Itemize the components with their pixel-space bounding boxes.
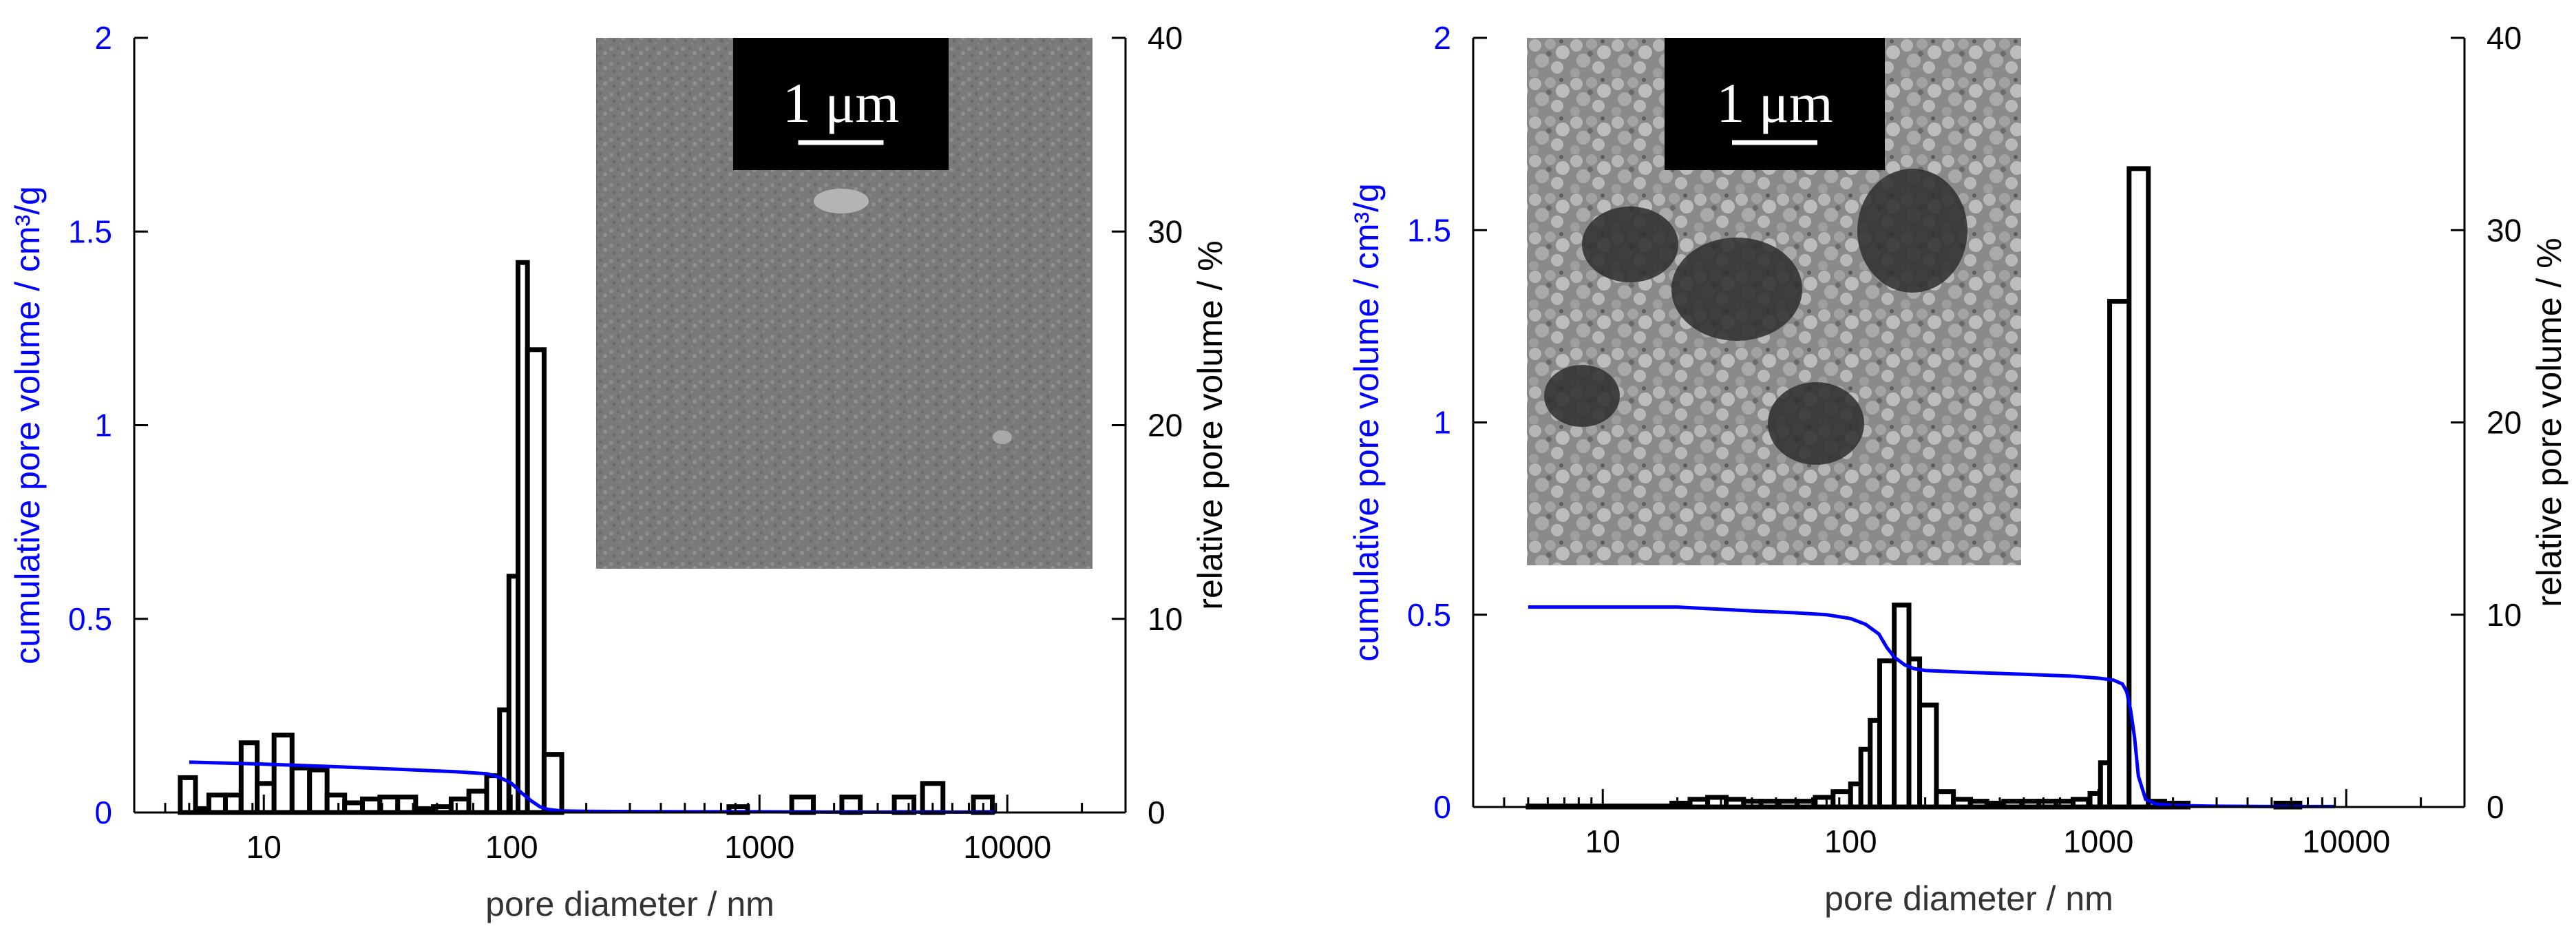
scale-bar-label: 1 μm xyxy=(783,72,899,134)
histogram-bar xyxy=(342,800,365,815)
right-y-tick-label: 40 xyxy=(2487,20,2522,56)
histogram-bar xyxy=(1724,797,1746,810)
sem-pore xyxy=(1857,169,1967,293)
right-y-axis-label: relative pore volume / % xyxy=(2530,238,2568,607)
sem-scale-bar: 1 μm xyxy=(1665,38,1885,170)
histogram-bar xyxy=(1687,797,1711,810)
right-y-tick-label: 20 xyxy=(1148,408,1183,443)
scale-bar-background xyxy=(1665,38,1885,170)
left-y-tick-label: 0.5 xyxy=(68,601,112,637)
left-y-tick-label: 1 xyxy=(1433,405,1451,441)
x-axis-label: pore diameter / nm xyxy=(485,885,774,923)
right-y-tick-label: 10 xyxy=(1148,601,1183,637)
histogram-bars xyxy=(178,260,995,815)
right-y-tick-label: 30 xyxy=(1148,213,1183,249)
histogram-bar xyxy=(289,765,313,815)
x-tick-label: 10000 xyxy=(2302,824,2390,859)
cumulative-pore-volume-line xyxy=(1528,605,2335,808)
histogram-bar xyxy=(525,347,547,815)
right-y-tick-label: 0 xyxy=(1148,795,1165,830)
histogram-bar xyxy=(789,795,816,815)
histogram-bar xyxy=(891,795,917,815)
sem-pore xyxy=(1768,382,1864,465)
histogram-bar xyxy=(307,767,330,815)
sem-particle xyxy=(993,430,1012,444)
right-y-tick-label: 10 xyxy=(2487,597,2522,633)
x-tick-label: 10000 xyxy=(963,829,1051,865)
histogram-bar xyxy=(448,796,472,815)
left-y-tick-label: 2 xyxy=(1433,20,1451,56)
left-y-tick-label: 0 xyxy=(94,795,112,830)
scale-bar-label: 1 μm xyxy=(1716,72,1833,134)
histogram-bar xyxy=(255,781,277,815)
x-tick-label: 1000 xyxy=(2063,824,2133,859)
histogram-bar xyxy=(324,793,348,815)
histogram-bar xyxy=(2107,299,2132,810)
histogram-bar xyxy=(1705,795,1729,810)
sem-pore xyxy=(1544,365,1620,427)
x-tick-label: 10 xyxy=(1585,824,1620,859)
left-y-tick-label: 0 xyxy=(1433,789,1451,825)
x-tick-label: 100 xyxy=(485,829,538,865)
right-y-tick-label: 0 xyxy=(2487,789,2504,825)
x-tick-label: 1000 xyxy=(724,829,794,865)
left-y-tick-label: 0.5 xyxy=(1407,597,1451,633)
histogram-bar xyxy=(359,796,383,815)
sem-pore xyxy=(1582,207,1678,282)
left-y-axis-label: cumulative pore volume / cm³/g xyxy=(1347,183,1386,662)
left-y-tick-label: 1.5 xyxy=(68,213,112,249)
histogram-bar xyxy=(541,752,564,815)
x-tick-label: 100 xyxy=(1824,824,1877,859)
sem-particle xyxy=(814,189,869,213)
right-y-axis-label: relative pore volume / % xyxy=(1191,240,1229,609)
left-y-tick-label: 1.5 xyxy=(1407,212,1451,248)
histogram-bar xyxy=(839,795,863,815)
scale-bar-background xyxy=(733,38,949,170)
histogram-bar xyxy=(206,793,228,815)
sem-scale-bar: 1 μm xyxy=(733,38,949,170)
histogram-bar xyxy=(1813,795,1836,810)
left-y-tick-label: 2 xyxy=(94,20,112,56)
left-y-tick-label: 1 xyxy=(94,408,112,443)
left-y-axis-label: cumulative pore volume / cm³/g xyxy=(8,186,47,664)
histogram-bar xyxy=(271,733,295,815)
histogram-bar xyxy=(1917,702,1939,810)
histogram-bar xyxy=(466,788,489,815)
histogram-bar xyxy=(1830,789,1853,810)
right-y-tick-label: 30 xyxy=(2487,212,2522,248)
right-y-tick-label: 40 xyxy=(1148,20,1183,56)
x-axis-label: pore diameter / nm xyxy=(1824,879,2113,918)
right-y-tick-label: 20 xyxy=(2487,405,2522,441)
histogram-bar xyxy=(1934,789,1956,810)
x-tick-label: 10 xyxy=(246,829,282,865)
sem-pore xyxy=(1671,238,1802,341)
